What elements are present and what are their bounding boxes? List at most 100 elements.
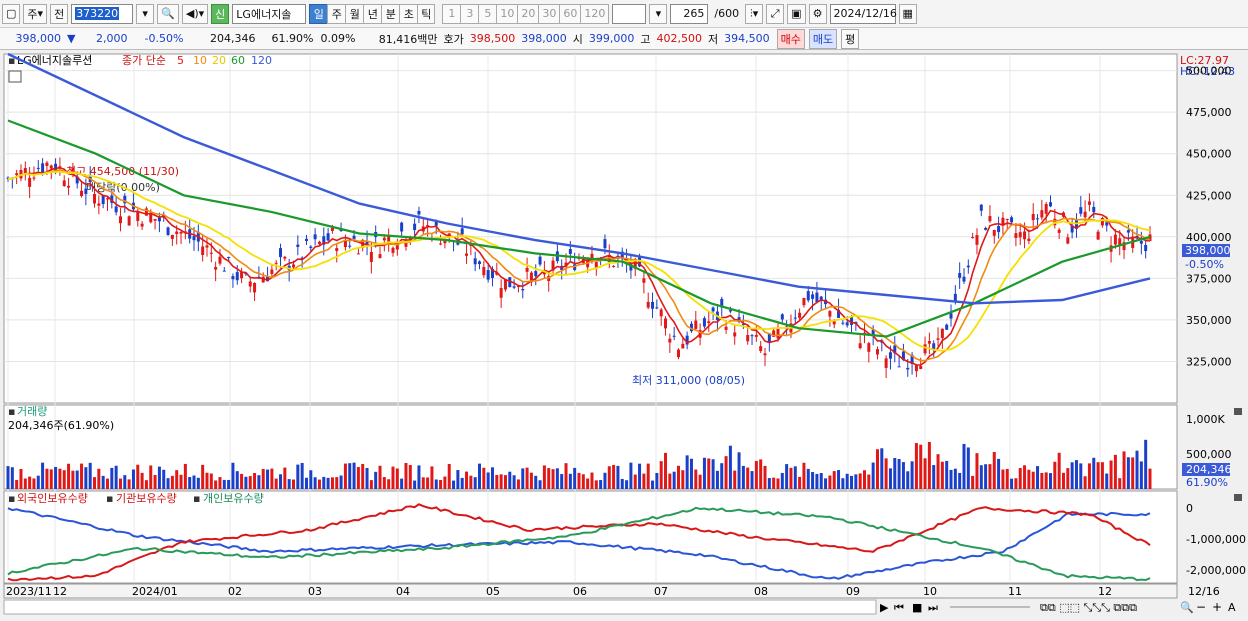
volume-bar	[335, 477, 339, 489]
tab-day[interactable]: 일	[309, 3, 328, 24]
chart-area[interactable]: ▪ LG에너지솔루션 종가 단순 5 10 20 60 120 LC:27.97…	[0, 52, 1248, 621]
open-value: 399,000	[588, 32, 635, 45]
scrollbar[interactable]	[3, 599, 877, 615]
interval-60[interactable]: 60	[559, 3, 581, 24]
volume-bar	[681, 470, 685, 489]
volume-bar	[183, 463, 187, 489]
candle-body	[586, 260, 590, 268]
plus-icon[interactable]: +	[1212, 600, 1222, 614]
candle-body	[75, 176, 79, 184]
interval-120[interactable]: 120	[580, 3, 610, 24]
volume-bar	[819, 473, 823, 489]
candle-body	[927, 341, 931, 344]
price-tick: 325,000	[1186, 355, 1232, 368]
tab-month[interactable]: 월	[345, 3, 364, 24]
interval-20[interactable]: 20	[517, 3, 539, 24]
count-input[interactable]: 265	[670, 3, 709, 24]
candle-body	[439, 243, 443, 245]
table-toggle-icon[interactable]	[8, 70, 22, 83]
tab-second[interactable]: 초	[399, 3, 418, 24]
volume-bar	[322, 476, 326, 489]
interval-1[interactable]: 1	[442, 3, 461, 24]
volume-bar	[369, 480, 373, 489]
panel-menu-icon[interactable]: ▪	[8, 54, 15, 67]
volume-bars	[6, 439, 1152, 489]
volume-bar	[201, 464, 205, 489]
window-icon[interactable]: ▢	[2, 3, 21, 24]
candle-body	[832, 321, 836, 325]
x-label: 12	[1098, 585, 1112, 598]
volume-close-icon[interactable]	[1234, 408, 1242, 415]
volume-bar	[858, 473, 862, 489]
candle-body	[1135, 235, 1139, 237]
volume-bar	[638, 463, 642, 489]
search-icon[interactable]: 🔍	[157, 3, 179, 24]
buy-button[interactable]: 매수	[776, 28, 805, 49]
volume-bar	[750, 471, 754, 489]
interval-dropdown-icon[interactable]: ▾	[649, 3, 668, 24]
candle-body	[382, 237, 386, 241]
calendar-icon[interactable]: ▦	[898, 3, 917, 24]
x-label: 12	[53, 585, 67, 598]
pct2: 0.09%	[320, 32, 356, 45]
scroll-right-icon[interactable]: ▶	[880, 601, 889, 614]
candle-body	[828, 311, 832, 317]
candle-body	[845, 322, 849, 326]
candle-body	[1083, 211, 1087, 218]
interval-3[interactable]: 3	[460, 3, 479, 24]
candle-body	[15, 173, 19, 176]
sell-button[interactable]: 매도	[808, 28, 838, 49]
interval-10[interactable]: 10	[496, 3, 518, 24]
last-icon[interactable]: ⏭	[928, 601, 938, 614]
candle-body	[352, 235, 356, 239]
layout-icons[interactable]: ⧉⧉ ⬚⬚ ⤡⤡⤡ ⧉⧉⧉	[1040, 601, 1137, 614]
dropdown-icon[interactable]: ▾	[136, 3, 155, 24]
eval-button[interactable]: 평	[841, 28, 860, 49]
ma5-legend: 5	[177, 54, 184, 67]
interval-30[interactable]: 30	[538, 3, 560, 24]
holdings-menu-icon[interactable]: ▪	[8, 492, 15, 505]
volume-bar	[1066, 468, 1070, 489]
zoom-icon[interactable]: 🔍	[1180, 600, 1194, 614]
candle-body	[400, 222, 404, 232]
ma20-legend: 20	[212, 54, 226, 67]
volume-menu-icon[interactable]: ▪	[8, 405, 15, 418]
settings-icon[interactable]: ⚙	[808, 3, 827, 24]
volume-bar	[936, 454, 940, 489]
period-tabs: 일 주 월 년 분 초 틱	[309, 3, 436, 24]
custom-interval-input[interactable]	[612, 3, 647, 24]
stock-name-field[interactable]: LG에너지솔	[232, 3, 307, 24]
candle-body	[888, 352, 892, 359]
date-input[interactable]: 2024/12/16	[829, 3, 897, 24]
tab-year[interactable]: 년	[363, 3, 382, 24]
speaker-icon[interactable]: ◀)▾	[181, 3, 209, 24]
code-input[interactable]: 373220	[71, 3, 134, 24]
candle-body	[503, 279, 507, 290]
volume-bar	[568, 473, 572, 489]
stop-icon[interactable]: ■	[912, 601, 922, 614]
interval-5[interactable]: 5	[478, 3, 497, 24]
x-label: 07	[654, 585, 668, 598]
candle-type-icon[interactable]: ⫶▾	[745, 3, 764, 24]
volume-bar	[1023, 465, 1027, 489]
volume-value-label: 204,346주(61.90%)	[8, 419, 114, 432]
volume-bar	[815, 473, 819, 489]
minus-icon[interactable]: −	[1196, 600, 1206, 614]
prev-button[interactable]: 전	[50, 3, 69, 24]
holdings-close-icon[interactable]	[1234, 494, 1242, 501]
save-icon[interactable]: ▣	[787, 3, 806, 24]
candle-body	[793, 317, 797, 319]
volume-bar	[1135, 450, 1139, 489]
hoga1: 398,500	[469, 32, 516, 45]
first-icon[interactable]: ⏮	[894, 601, 904, 614]
holdings-tick: 0	[1186, 502, 1193, 515]
tab-tick[interactable]: 틱	[417, 3, 436, 24]
font-icon[interactable]: A	[1228, 601, 1236, 614]
tab-week[interactable]: 주	[327, 3, 346, 24]
draw-tool-icon[interactable]: ⤢	[766, 3, 785, 24]
period-select[interactable]: 주 ▾	[23, 3, 48, 24]
tab-minute[interactable]: 분	[381, 3, 400, 24]
volume-bar	[586, 478, 590, 489]
volume-bar	[257, 475, 261, 489]
volume-bar	[1061, 472, 1065, 489]
